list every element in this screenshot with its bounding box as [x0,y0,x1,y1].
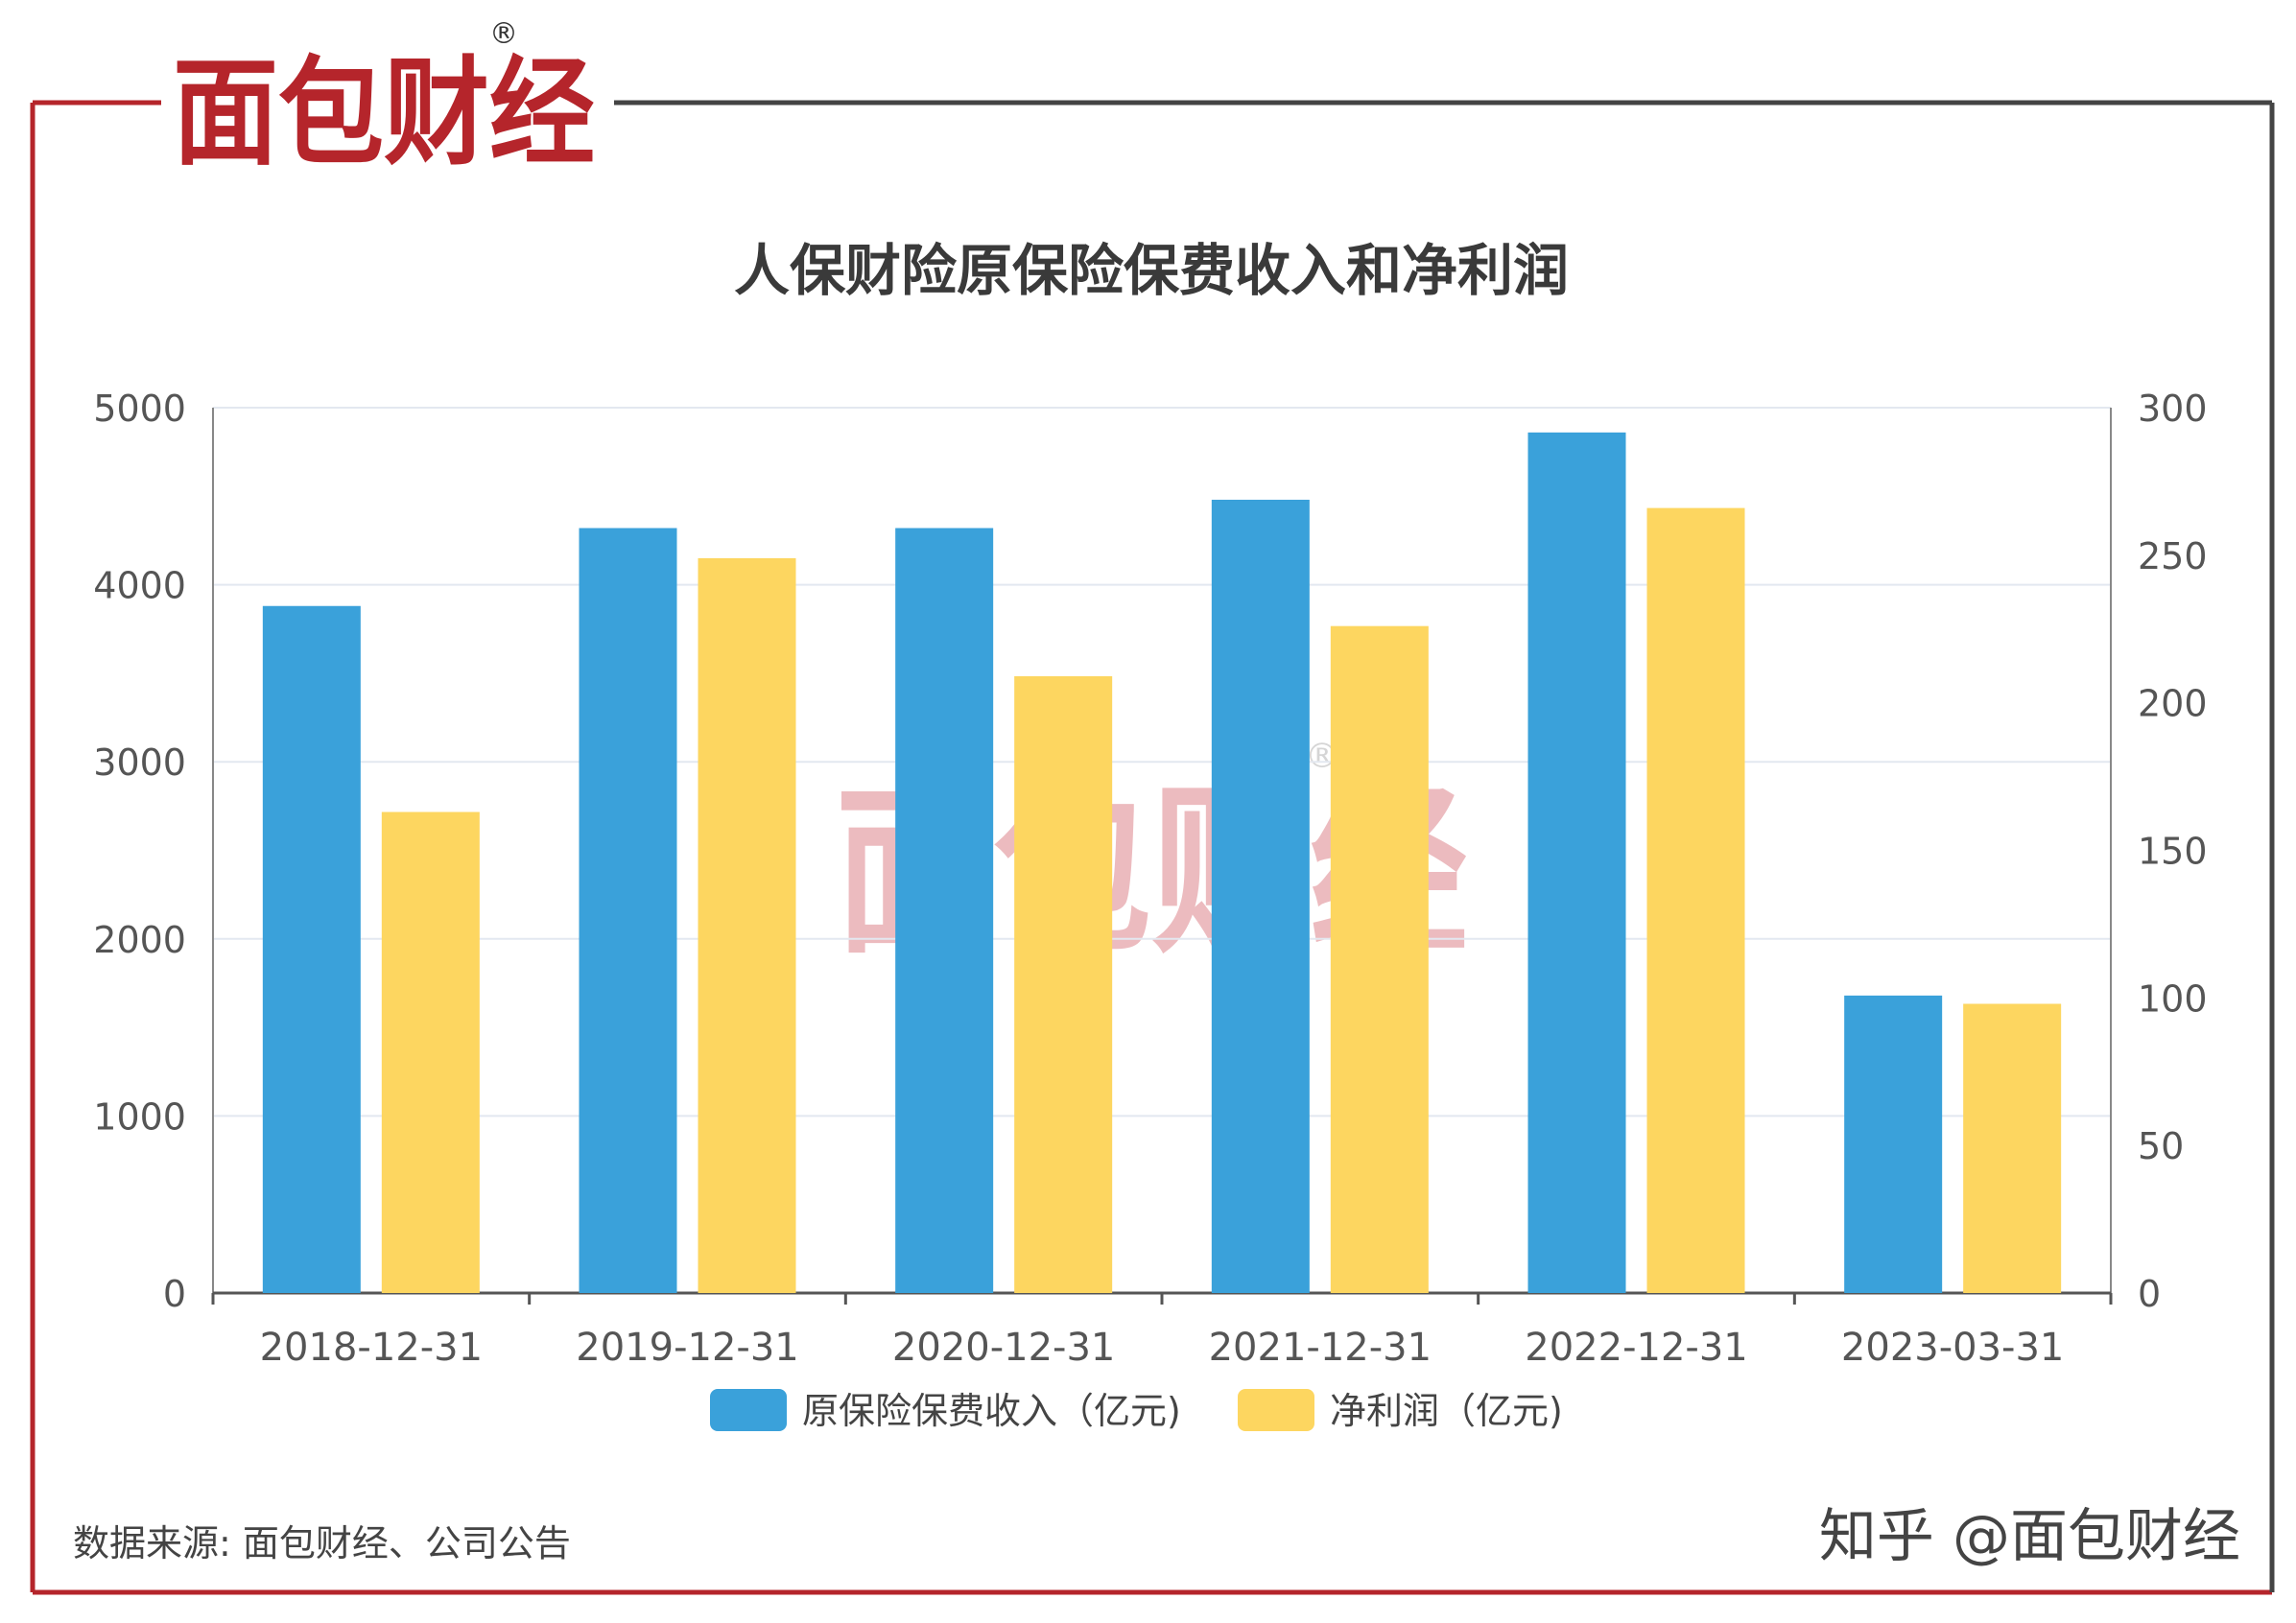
x-tick-label: 2022-12-31 [1525,1326,1747,1370]
footer-source: 数据来源: 面包财经、公司公告 [73,1522,571,1564]
x-tick-label: 2018-12-31 [260,1326,483,1370]
bars [262,432,2062,1293]
bar-profit [1330,625,1429,1293]
bar-premium [1844,995,1943,1293]
y-right-tick-label: 250 [2138,535,2208,577]
bar-profit [1646,507,1745,1293]
legend-label-profit: 净利润（亿元) [1330,1390,1563,1432]
y-right-tick-label: 0 [2138,1273,2161,1315]
y-left-tick-label: 4000 [93,565,186,607]
bar-profit [381,812,480,1293]
footer-credit: 知乎 @面包财经 [1819,1503,2240,1570]
bar-premium [579,528,677,1293]
y-left-tick-label: 0 [163,1273,186,1315]
gridlines [213,407,2111,1117]
bar-premium [1211,499,1310,1293]
y-left-tick-label: 1000 [93,1095,186,1138]
tick-labels: 0 1000 2000 3000 4000 5000 0 50 100 150 200 250 300 2… [93,388,2207,1370]
x-tick-label: 2020-12-31 [892,1326,1115,1370]
legend-swatch-premium [710,1389,787,1431]
y-right-tick-label: 300 [2138,388,2208,430]
bar-profit [1963,1003,2062,1293]
legend: 原保险保费收入（亿元) 净利润（亿元) [710,1389,1563,1432]
y-right-tick-label: 200 [2138,683,2208,725]
y-left-tick-label: 3000 [93,741,186,784]
x-tick-label: 2023-03-31 [1841,1326,2064,1370]
x-tick-label: 2019-12-31 [576,1326,798,1370]
y-left-tick-label: 2000 [93,919,186,961]
bar-premium [262,605,361,1293]
brand-logo: 面包财经 ® [173,17,595,181]
bar-premium [1527,432,1626,1293]
y-left-tick-label: 5000 [93,388,186,430]
bar-premium [895,528,994,1293]
axes [211,408,2113,1305]
y-right-tick-label: 150 [2138,831,2208,873]
brand-logo-text: 面包财经 [173,45,595,181]
bar-profit [698,557,796,1293]
chart-title: 人保财险原保险保费收入和净利润 [734,238,1569,303]
legend-label-premium: 原保险保费收入（亿元) [802,1390,1181,1432]
bar-profit [1014,675,1113,1293]
registered-mark: ® [489,17,518,51]
frame [30,100,2275,1595]
y-right-tick-label: 100 [2138,977,2208,1020]
legend-swatch-profit [1238,1389,1314,1431]
x-tick-label: 2021-12-31 [1209,1326,1432,1370]
y-right-tick-label: 50 [2138,1125,2184,1167]
